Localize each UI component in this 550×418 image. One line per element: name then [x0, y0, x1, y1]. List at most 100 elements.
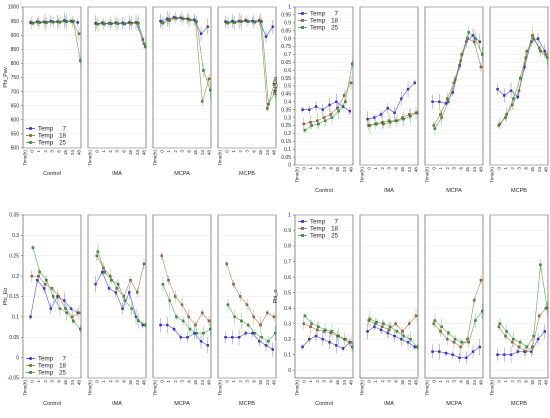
x-tick-label: 0: [366, 380, 371, 383]
data-point: [512, 337, 515, 341]
data-point: [202, 69, 205, 72]
data-point: [335, 344, 338, 347]
data-point: [409, 114, 412, 118]
data-point: [310, 322, 313, 325]
y-tick-label: 0.8: [284, 244, 291, 250]
x-tick-label: 0: [366, 167, 371, 170]
data-point: [452, 341, 456, 344]
group-label: Control: [43, 171, 61, 177]
legend-label: Temp: [310, 18, 326, 25]
y-tick-label: 900: [11, 33, 20, 39]
data-point: [65, 311, 68, 315]
x-tick-label: Time(h): [218, 380, 223, 396]
data-point: [439, 113, 442, 116]
x-tick-label: 2: [380, 167, 385, 170]
x-tick-label: Time(h): [153, 380, 158, 396]
data-point: [202, 331, 205, 335]
x-tick-label: 1: [503, 167, 508, 170]
data-point: [341, 347, 345, 350]
data-point: [303, 314, 307, 318]
legend-value: 7: [335, 219, 339, 226]
data-point: [209, 88, 212, 92]
group-label: MCPB: [239, 401, 255, 407]
x-tick-label: 48: [349, 380, 354, 386]
x-tick-label: Time(h): [88, 380, 93, 396]
data-point: [503, 353, 506, 356]
data-point: [478, 40, 482, 43]
data-point: [76, 21, 79, 24]
x-tick-label: 0: [29, 380, 34, 383]
x-tick-label: 24: [537, 380, 542, 386]
data-point: [431, 350, 434, 353]
data-point: [258, 340, 261, 343]
data-point: [199, 340, 203, 343]
data-point: [478, 345, 482, 349]
data-point: [50, 287, 54, 290]
x-tick-label: 6: [328, 380, 333, 383]
data-point: [309, 121, 312, 124]
x-tick-label: 6: [121, 380, 126, 383]
x-tick-label: 48: [544, 167, 549, 173]
data-point: [532, 334, 535, 338]
legend-value: 25: [331, 25, 338, 32]
x-tick-label: 3: [245, 380, 250, 383]
x-tick-label: 2: [173, 150, 178, 153]
legend-label: Temp: [310, 219, 326, 226]
y-tick-label: 0.9: [284, 21, 291, 27]
y-tick-label: 600: [11, 118, 20, 124]
x-tick-label: 6: [458, 380, 463, 383]
x-tick-label: 6: [458, 167, 463, 170]
data-point: [303, 129, 307, 132]
data-point: [474, 37, 477, 40]
x-tick-label: 0: [224, 150, 229, 153]
data-point: [366, 117, 369, 121]
data-point: [314, 105, 318, 108]
data-point: [523, 65, 526, 69]
data-point: [51, 21, 55, 24]
data-point: [433, 319, 437, 322]
data-point: [324, 328, 327, 332]
y-tick-label: 0: [16, 355, 19, 361]
x-tick-label: 48: [142, 150, 147, 156]
data-point: [524, 350, 527, 353]
data-point: [110, 279, 113, 282]
group-label: MCPA: [174, 171, 190, 177]
data-point: [271, 348, 275, 351]
data-point: [400, 337, 403, 341]
x-tick-label: 6: [393, 380, 398, 383]
x-tick-label: 3: [50, 380, 55, 383]
x-tick-label: Time(h): [360, 167, 365, 183]
series-line-temp-25: [32, 247, 81, 330]
data-point: [366, 330, 369, 333]
data-point: [264, 344, 268, 347]
data-point: [308, 337, 311, 341]
legend-value: 18: [59, 133, 66, 140]
x-tick-label: 24: [472, 167, 477, 173]
x-tick-label: 3: [452, 167, 457, 170]
y-tick-label: 0.1: [284, 352, 291, 358]
data-point: [408, 322, 411, 325]
data-point: [226, 303, 230, 306]
x-tick-label: 48: [544, 380, 549, 386]
legend-label: Temp: [38, 363, 54, 370]
x-tick-label: 3: [180, 380, 185, 383]
data-point: [368, 124, 372, 127]
y-tick-label: 0.6: [284, 275, 291, 281]
data-point: [532, 37, 535, 40]
data-point: [379, 113, 383, 116]
data-point: [58, 307, 62, 310]
x-tick-label: 24: [537, 167, 542, 173]
data-point: [175, 17, 178, 20]
data-point: [201, 311, 204, 315]
x-tick-label: Time(h): [295, 380, 300, 396]
data-point: [409, 337, 412, 341]
x-tick-label: 0: [496, 167, 501, 170]
data-point: [187, 315, 190, 319]
chart-4: 0 0.1 0.2 0.3 0.4 0.5 0.6 0.7 0.8 0.9 1 Phi_n Time(h…: [273, 213, 549, 407]
x-tick-label: Time(h): [360, 380, 365, 396]
x-tick-label: 48: [142, 380, 147, 386]
legend-label: Temp: [38, 370, 54, 377]
x-tick-label: 48: [479, 380, 484, 386]
data-point: [344, 100, 347, 103]
series-line-temp-25: [499, 38, 548, 125]
